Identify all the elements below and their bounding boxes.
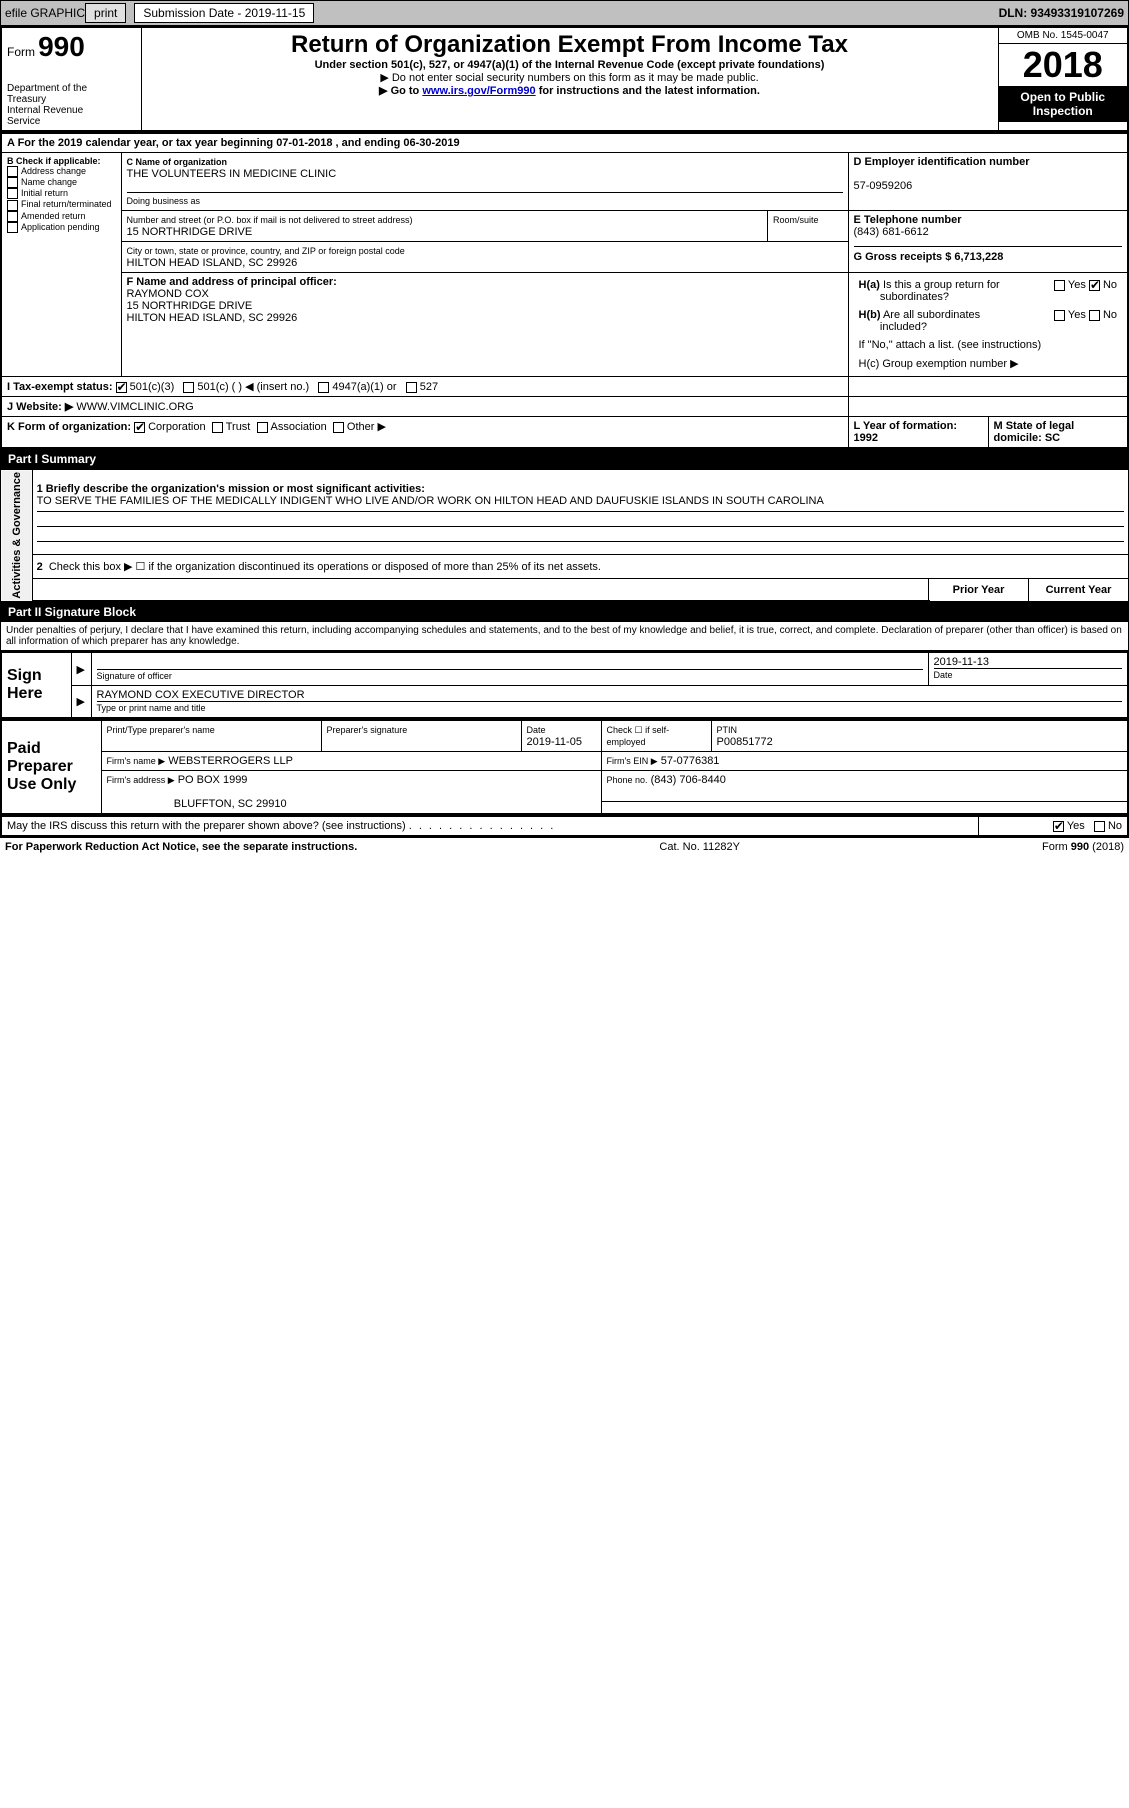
tax-year: 2018 [999,44,1128,86]
officer-addr1: 15 NORTHRIDGE DRIVE [127,300,253,312]
ha-no[interactable] [1089,280,1100,291]
perjury-decl: Under penalties of perjury, I declare th… [0,622,1129,651]
form-prefix: Form [7,45,35,59]
initial-return-check[interactable] [7,188,18,199]
sign-here-label: Sign Here [1,652,71,718]
corp-check[interactable] [134,422,145,433]
discuss-yes[interactable] [1053,821,1064,832]
trust-check[interactable] [212,422,223,433]
website-label: J Website: ▶ [7,401,73,413]
paid-prep-label: Paid Preparer Use Only [1,720,101,814]
footer: For Paperwork Reduction Act Notice, see … [0,837,1129,856]
form-title: Return of Organization Exempt From Incom… [147,31,993,59]
hb-no[interactable] [1089,310,1100,321]
hb-yes[interactable] [1054,310,1065,321]
dln-label: DLN: 93493319107269 [999,6,1124,20]
gross-receipts: G Gross receipts $ 6,713,228 [854,251,1004,263]
addr-label: Number and street (or P.O. box if mail i… [127,215,413,225]
section-b-label: B Check if applicable: [7,156,101,166]
city-value: HILTON HEAD ISLAND, SC 29926 [127,257,298,269]
sig-date: 2019-11-13 [934,656,1123,669]
part1-header: Part I Summary [0,449,1129,469]
name-change-check[interactable] [7,177,18,188]
form-org-label: K Form of organization: [7,421,131,433]
officer-name: RAYMOND COX [127,288,209,300]
501c3-check[interactable] [116,382,127,393]
summary-table: Activities & Governance 1 Briefly descri… [0,469,1129,602]
prior-year-head: Prior Year [953,584,1005,596]
q1-text: TO SERVE THE FAMILIES OF THE MEDICALLY I… [37,495,824,507]
print-button[interactable]: print [85,3,126,23]
date-label: Date [934,670,953,680]
form-number: 990 [38,31,85,62]
officer-addr2: HILTON HEAD ISLAND, SC 29926 [127,312,298,324]
current-year-head: Current Year [1046,584,1112,596]
ein-value: 57-0959206 [854,180,913,192]
assoc-check[interactable] [257,422,268,433]
paid-preparer-block: Paid Preparer Use Only Print/Type prepar… [0,719,1129,815]
efile-label: efile GRAPHIC [5,6,85,20]
addr-change-check[interactable] [7,166,18,177]
year-formation: L Year of formation: 1992 [854,420,958,444]
street-addr: 15 NORTHRIDGE DRIVE [127,226,253,238]
form-header: Form 990 Department of theTreasuryIntern… [0,26,1129,132]
discuss-label: May the IRS discuss this return with the… [7,820,406,832]
other-check[interactable] [333,422,344,433]
type-label: Type or print name and title [97,703,206,713]
gov-sidelabel: Activities & Governance [1,470,33,602]
form-ref: Form 990 (2018) [1042,841,1124,853]
omb-number: OMB No. 1545-0047 [999,28,1128,44]
ein-label: D Employer identification number [854,156,1030,168]
section-a: A For the 2019 calendar year, or tax yea… [1,133,1128,153]
hb-note: If "No," attach a list. (see instruction… [854,336,1123,354]
part2-header: Part II Signature Block [0,602,1129,622]
amended-check[interactable] [7,211,18,222]
phone-value: (843) 681-6612 [854,226,929,238]
org-name: THE VOLUNTEERS IN MEDICINE CLINIC [127,168,337,180]
discuss-no[interactable] [1094,821,1105,832]
officer-printed: RAYMOND COX EXECUTIVE DIRECTOR [97,689,1123,702]
pra-notice: For Paperwork Reduction Act Notice, see … [5,841,357,853]
q1-label: 1 Briefly describe the organization's mi… [37,483,425,495]
warn-link: ▶ Go to www.irs.gov/Form990 for instruct… [147,84,993,97]
warn-ssn: ▶ Do not enter social security numbers o… [147,71,993,84]
entity-info: A For the 2019 calendar year, or tax yea… [0,132,1129,449]
tax-status-label: I Tax-exempt status: [7,381,113,393]
submission-date: Submission Date - 2019-11-15 [134,3,314,23]
open-inspection: Open to Public Inspection [999,86,1128,122]
city-label: City or town, state or province, country… [127,246,405,256]
527-check[interactable] [406,382,417,393]
website-value: WWW.VIMCLINIC.ORG [76,401,193,413]
app-pending-check[interactable] [7,222,18,233]
officer-label: F Name and address of principal officer: [127,276,337,288]
room-label: Room/suite [773,215,819,225]
top-toolbar: efile GRAPHIC print Submission Date - 20… [0,0,1129,26]
hc-label: H(c) Group exemption number ▶ [854,354,1123,373]
501c-check[interactable] [183,382,194,393]
org-name-label: C Name of organization [127,157,228,167]
sig-officer-label: Signature of officer [97,671,172,681]
dept-label: Department of theTreasuryInternal Revenu… [7,83,136,127]
q2-text: Check this box ▶ ☐ if the organization d… [49,561,601,573]
state-domicile: M State of legal domicile: SC [994,420,1075,444]
signature-block: Sign Here ▶ Signature of officer 2019-11… [0,651,1129,719]
final-return-check[interactable] [7,200,18,211]
phone-label: E Telephone number [854,214,962,226]
ha-yes[interactable] [1054,280,1065,291]
discuss-row: May the IRS discuss this return with the… [0,815,1129,837]
dba-label: Doing business as [127,196,201,206]
irs-link[interactable]: www.irs.gov/Form990 [422,85,535,97]
4947-check[interactable] [318,382,329,393]
cat-no: Cat. No. 11282Y [659,841,740,853]
form-subtitle: Under section 501(c), 527, or 4947(a)(1)… [315,59,825,71]
